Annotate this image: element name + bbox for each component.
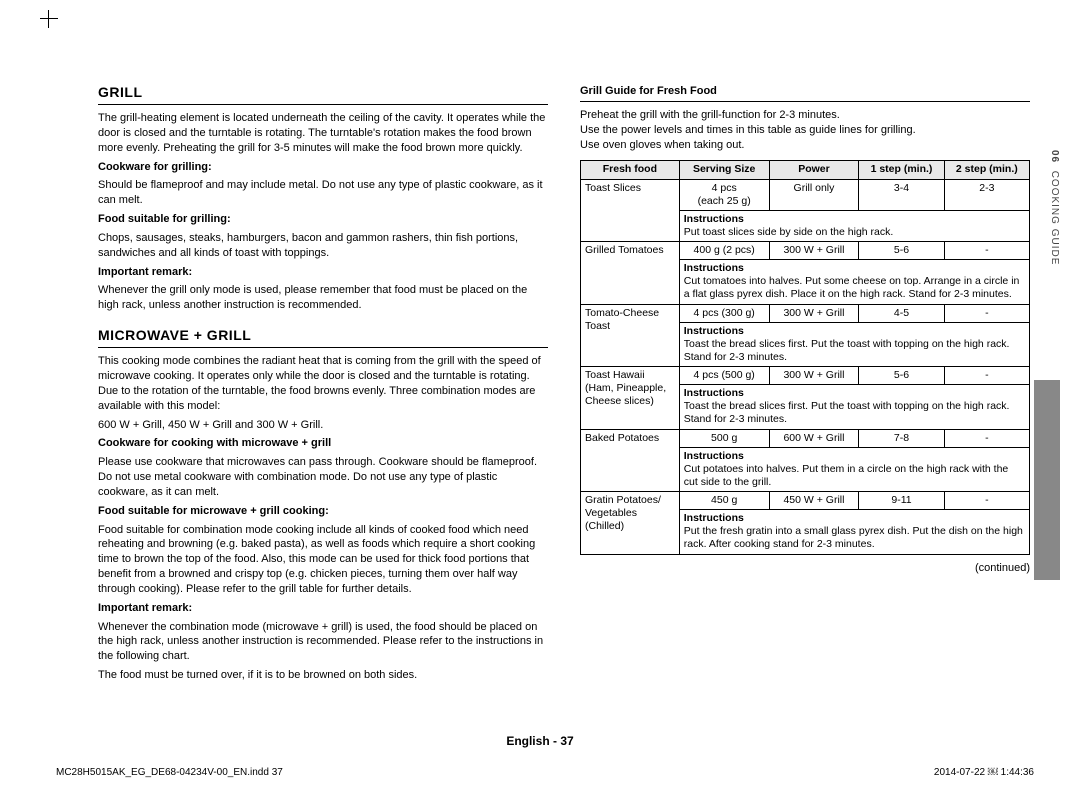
cell-step1: 5-6 xyxy=(859,242,944,260)
cell-size: 450 g xyxy=(679,492,769,510)
cell-power: 600 W + Grill xyxy=(769,429,859,447)
cell-food: Toast Slices xyxy=(581,179,680,242)
continued-label: (continued) xyxy=(580,561,1030,576)
cell-instructions: InstructionsToast the bread slices first… xyxy=(679,322,1029,366)
th-step2: 2 step (min.) xyxy=(944,161,1029,179)
heading-grill: GRILL xyxy=(98,84,548,100)
th-step1: 1 step (min.) xyxy=(859,161,944,179)
mwgrill-intro: This cooking mode combines the radiant h… xyxy=(98,354,548,413)
instructions-label: Instructions xyxy=(684,512,1025,525)
cookware-grill-heading: Cookware for grilling: xyxy=(98,160,548,175)
instructions-text: Put toast slices side by side on the hig… xyxy=(684,226,1025,239)
cell-size: 4 pcs (each 25 g) xyxy=(679,179,769,210)
cell-instructions: InstructionsPut toast slices side by sid… xyxy=(679,210,1029,241)
remark1-text: Whenever the grill only mode is used, pl… xyxy=(98,283,548,313)
table-row: Toast Slices4 pcs (each 25 g)Grill only3… xyxy=(581,179,1030,210)
cell-power: 300 W + Grill xyxy=(769,242,859,260)
instructions-text: Toast the bread slices first. Put the to… xyxy=(684,338,1025,364)
cell-step2: - xyxy=(944,242,1029,260)
cell-step2: - xyxy=(944,429,1029,447)
cell-step1: 5-6 xyxy=(859,367,944,385)
heading-mwgrill: MICROWAVE + GRILL xyxy=(98,327,548,343)
cell-power: Grill only xyxy=(769,179,859,210)
cell-food: Gratin Potatoes/ Vegetables (Chilled) xyxy=(581,492,680,555)
cell-size: 4 pcs (300 g) xyxy=(679,304,769,322)
cookware-mw-text: Please use cookware that microwaves can … xyxy=(98,455,548,500)
th-power: Power xyxy=(769,161,859,179)
cell-instructions: InstructionsCut tomatoes into halves. Pu… xyxy=(679,260,1029,304)
cell-step2: - xyxy=(944,304,1029,322)
cell-step1: 4-5 xyxy=(859,304,944,322)
cell-step1: 7-8 xyxy=(859,429,944,447)
cell-size: 4 pcs (500 g) xyxy=(679,367,769,385)
section-number: 06 xyxy=(1049,150,1060,163)
rule xyxy=(98,104,548,105)
table-row: Gratin Potatoes/ Vegetables (Chilled)450… xyxy=(581,492,1030,510)
section-tab: 06 COOKING GUIDE xyxy=(1049,150,1060,265)
remark2-text1: Whenever the combination mode (microwave… xyxy=(98,620,548,665)
cell-instructions: InstructionsToast the bread slices first… xyxy=(679,385,1029,429)
cell-food: Baked Potatoes xyxy=(581,429,680,492)
cell-size: 500 g xyxy=(679,429,769,447)
print-footer: MC28H5015AK_EG_DE68-04234V-00_EN.indd 37… xyxy=(56,767,1034,778)
rule xyxy=(98,347,548,348)
instructions-label: Instructions xyxy=(684,450,1025,463)
table-row: Tomato-Cheese Toast4 pcs (300 g)300 W + … xyxy=(581,304,1030,322)
cell-power: 300 W + Grill xyxy=(769,304,859,322)
cell-food: Toast Hawaii (Ham, Pineapple, Cheese sli… xyxy=(581,367,680,430)
food-grill-heading: Food suitable for grilling: xyxy=(98,212,548,227)
cell-step2: - xyxy=(944,367,1029,385)
cell-step2: - xyxy=(944,492,1029,510)
instructions-label: Instructions xyxy=(684,325,1025,338)
remark1-heading: Important remark: xyxy=(98,265,548,280)
th-food: Fresh food xyxy=(581,161,680,179)
cell-step1: 3-4 xyxy=(859,179,944,210)
cell-step1: 9-11 xyxy=(859,492,944,510)
print-time: 2014-07-22 ￼ 1:44:36 xyxy=(934,767,1034,778)
table-row: Toast Hawaii (Ham, Pineapple, Cheese sli… xyxy=(581,367,1030,385)
page-columns: GRILL The grill-heating element is locat… xyxy=(98,84,1030,697)
thumb-tab xyxy=(1034,380,1060,580)
instructions-label: Instructions xyxy=(684,387,1025,400)
instructions-text: Cut potatoes into halves. Put them in a … xyxy=(684,463,1025,489)
food-mw-text: Food suitable for combination mode cooki… xyxy=(98,523,548,597)
mwgrill-modes: 600 W + Grill, 450 W + Grill and 300 W +… xyxy=(98,418,548,433)
cell-power: 300 W + Grill xyxy=(769,367,859,385)
table-row: Grilled Tomatoes400 g (2 pcs)300 W + Gri… xyxy=(581,242,1030,260)
left-column: GRILL The grill-heating element is locat… xyxy=(98,84,548,697)
instructions-label: Instructions xyxy=(684,262,1025,275)
grill-intro: The grill-heating element is located und… xyxy=(98,111,548,156)
food-grill-text: Chops, sausages, steaks, hamburgers, bac… xyxy=(98,231,548,261)
page-footer: English - 37 xyxy=(0,734,1080,748)
cell-instructions: InstructionsPut the fresh gratin into a … xyxy=(679,510,1029,554)
print-file: MC28H5015AK_EG_DE68-04234V-00_EN.indd 37 xyxy=(56,767,283,778)
cell-size: 400 g (2 pcs) xyxy=(679,242,769,260)
cell-instructions: InstructionsCut potatoes into halves. Pu… xyxy=(679,447,1029,491)
remark2-heading: Important remark: xyxy=(98,601,548,616)
table-title: Grill Guide for Fresh Food xyxy=(580,84,1030,99)
cookware-mw-heading: Cookware for cooking with microwave + gr… xyxy=(98,436,548,451)
right-column: Grill Guide for Fresh Food Preheat the g… xyxy=(580,84,1030,697)
cell-food: Tomato-Cheese Toast xyxy=(581,304,680,367)
th-size: Serving Size xyxy=(679,161,769,179)
instructions-label: Instructions xyxy=(684,213,1025,226)
preheat-note: Preheat the grill with the grill-functio… xyxy=(580,108,1030,153)
instructions-text: Cut tomatoes into halves. Put some chees… xyxy=(684,275,1025,301)
rule xyxy=(580,101,1030,102)
cell-power: 450 W + Grill xyxy=(769,492,859,510)
table-row: Baked Potatoes500 g600 W + Grill7-8- xyxy=(581,429,1030,447)
cookware-grill-text: Should be flameproof and may include met… xyxy=(98,178,548,208)
cell-step2: 2-3 xyxy=(944,179,1029,210)
grill-guide-table: Fresh food Serving Size Power 1 step (mi… xyxy=(580,160,1030,554)
section-label: COOKING GUIDE xyxy=(1049,171,1060,266)
remark2-text2: The food must be turned over, if it is t… xyxy=(98,668,548,683)
instructions-text: Put the fresh gratin into a small glass … xyxy=(684,525,1025,551)
cell-food: Grilled Tomatoes xyxy=(581,242,680,305)
instructions-text: Toast the bread slices first. Put the to… xyxy=(684,400,1025,426)
food-mw-heading: Food suitable for microwave + grill cook… xyxy=(98,504,548,519)
crop-mark xyxy=(40,10,58,28)
table-header-row: Fresh food Serving Size Power 1 step (mi… xyxy=(581,161,1030,179)
